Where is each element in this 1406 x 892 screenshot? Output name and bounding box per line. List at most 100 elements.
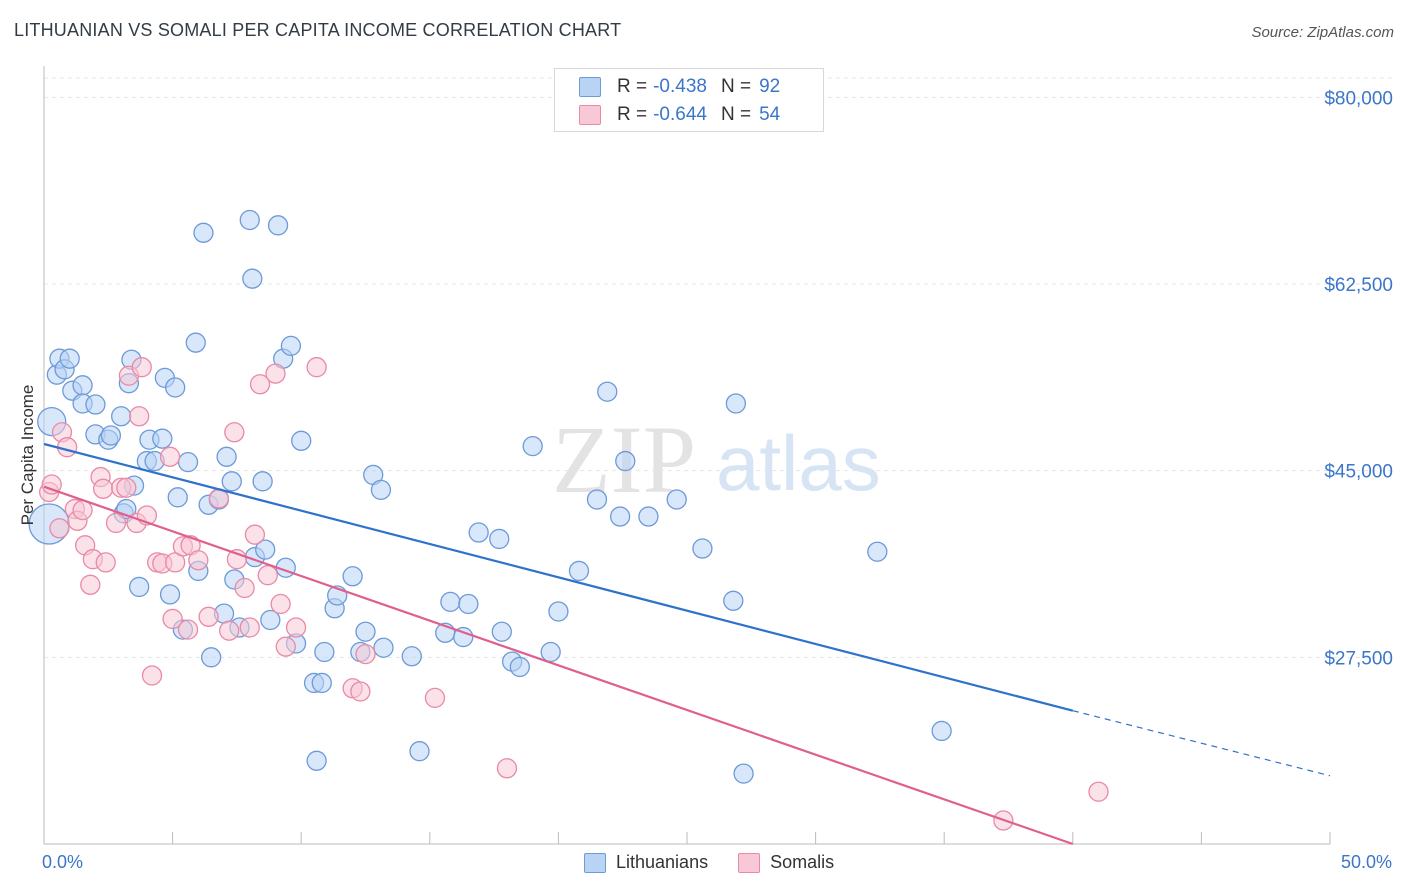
y-axis-label: Per Capita Income [18, 384, 37, 526]
lithuanian-point [280, 335, 302, 357]
lithuanian-point [453, 626, 474, 648]
lithuanian-point [260, 609, 281, 631]
y-tick-label: $62,500 [1324, 275, 1393, 296]
somali-point [239, 617, 260, 638]
lithuanian-point [548, 601, 569, 622]
stats-row-somalis: R = -0.644 N = 54 [579, 101, 780, 129]
lithuanian-point [931, 720, 952, 742]
somali-point [41, 474, 62, 495]
lithuanian-point [59, 348, 80, 369]
pink-swatch [738, 852, 761, 873]
lithuanian-point [666, 489, 687, 510]
somali-point [244, 524, 266, 545]
lithuanian-point [458, 593, 479, 615]
somali-point [131, 357, 152, 378]
somali-point [249, 374, 271, 395]
lithuanian-point [342, 566, 363, 587]
lithuanian-point [409, 741, 430, 762]
lithuanian-point [85, 394, 106, 415]
stats-row-lithuanians: R = -0.438 N = 92 [579, 73, 780, 101]
y-tick-label: $27,500 [1324, 648, 1393, 669]
somali-point [355, 643, 376, 665]
somali-point [219, 620, 240, 641]
y-tick-label: $80,000 [1324, 88, 1393, 109]
lithuanian-point [252, 471, 273, 492]
n-label: N = [720, 104, 752, 125]
lithuanian-point [111, 406, 132, 427]
lithuanian-point [355, 621, 376, 642]
lithuanian-point [221, 471, 242, 492]
lithuanian-point [201, 647, 222, 668]
somali-point [257, 565, 278, 586]
n-label: N = [720, 76, 752, 97]
lithuanian-point [129, 576, 150, 598]
lithuanian-point [373, 637, 394, 658]
legend-label: Somalis [770, 852, 835, 872]
lithuanian-point [193, 222, 214, 243]
lithuanian-point [185, 332, 206, 353]
somali-point [188, 550, 209, 571]
blue-swatch [584, 852, 606, 873]
n-value: 54 [759, 104, 781, 125]
lithuanian-point [733, 763, 754, 784]
somali-point [275, 636, 296, 657]
lithuanian-point [165, 377, 186, 398]
lithuanian-point [216, 446, 237, 467]
lithuanian-point [242, 268, 263, 289]
lithuanian-point [597, 381, 618, 402]
lithuanian-point [522, 435, 543, 457]
lithuanian-point [306, 750, 327, 771]
lithuanian-point [725, 393, 747, 414]
y-tick-label: $45,000 [1324, 462, 1393, 483]
somali-point [198, 606, 219, 627]
somali-point [496, 758, 518, 779]
r-value: -0.438 [653, 76, 707, 97]
lithuanian-point [401, 646, 422, 667]
lithuanian-point [489, 528, 510, 550]
lithuanian-point [509, 656, 530, 678]
lithuanian-point [267, 215, 289, 236]
lithuanian-point [440, 591, 461, 613]
somali-point [159, 446, 181, 467]
r-value: -0.644 [653, 104, 707, 125]
lithuanian-point [609, 506, 631, 527]
somali-point [234, 577, 255, 599]
lithuanian-point [255, 539, 276, 560]
lithuanian-point [468, 522, 489, 543]
chart-title: LITHUANIAN VS SOMALI PER CAPITA INCOME C… [14, 20, 622, 40]
source-label: Source: ZipAtlas.com [1251, 24, 1394, 41]
somali-points [38, 357, 1109, 831]
somali-point [93, 478, 114, 499]
somali-point [49, 518, 70, 539]
lithuanian-point [692, 538, 713, 559]
lithuanian-point [152, 428, 173, 449]
lithuanian-point [540, 641, 561, 663]
somali-point [285, 617, 307, 638]
somali-point [80, 574, 101, 595]
grid-lines [44, 77, 1394, 658]
x-tick-min: 0.0% [42, 852, 84, 872]
somali-point [129, 406, 150, 427]
somali-point [424, 687, 446, 709]
x-tick-max: 50.0% [1340, 852, 1392, 872]
lithuanian-trend-extension [1072, 710, 1331, 777]
lithuanian-point [311, 672, 332, 694]
somali-point [95, 552, 116, 573]
somali-point [105, 512, 127, 534]
legend-item-somalis[interactable]: Somalis [738, 852, 834, 873]
lithuanian-point [314, 641, 335, 663]
somali-point [116, 477, 137, 498]
r-label: R = [617, 104, 648, 125]
lithuanian-trend-line [43, 442, 1074, 712]
lithuanian-point [568, 560, 590, 582]
trend-lines [43, 442, 1331, 846]
blue-swatch [579, 77, 601, 97]
legend-item-lithuanians[interactable]: Lithuanians [584, 852, 708, 873]
lithuanian-point [615, 450, 636, 472]
y-tick-labels: $27,500 $45,000 $62,500 $80,000 [1324, 88, 1393, 669]
lithuanian-point [167, 487, 188, 508]
lithuanian-point [723, 590, 744, 611]
r-label: R = [617, 76, 648, 97]
lithuanian-point [239, 209, 260, 231]
